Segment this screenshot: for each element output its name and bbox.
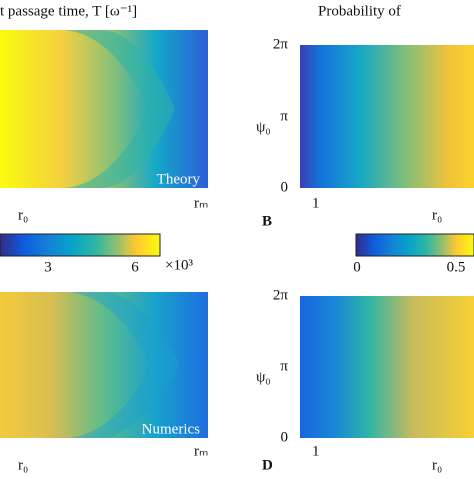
x-tick-label: rₘ [194, 195, 208, 211]
y-tick-label: π [280, 108, 288, 124]
heatmap [0, 292, 208, 438]
x-tick-label: rₘ [194, 443, 208, 459]
y-tick-label: π [280, 358, 288, 374]
heatmap [300, 45, 474, 188]
colorbar [355, 233, 474, 257]
y-tick-label: 2π [273, 287, 289, 303]
panel-label: Theory [157, 171, 201, 187]
colorbar-tick: 6 [131, 259, 139, 275]
x-label: r₀ [432, 457, 442, 473]
colorbar-tick: 0.5 [447, 259, 466, 275]
y-label: ψ₀ [256, 119, 271, 135]
panel-label: Numerics [142, 421, 200, 437]
heatmap-band [70, 292, 180, 438]
colorbar-tick: 3 [44, 259, 52, 275]
colorbar-multiplier: ×10³ [165, 257, 193, 273]
colorbar-tick: 0 [353, 259, 361, 275]
heatmap [300, 296, 474, 438]
heatmap [0, 30, 208, 188]
x-label: r₀ [18, 457, 28, 473]
x-label: r₀ [18, 207, 28, 223]
y-tick-label: 0 [281, 179, 289, 195]
y-tick-label: 0 [281, 429, 289, 445]
colorbar [0, 233, 161, 257]
y-tick-label: 2π [273, 36, 289, 52]
panel-letter: B [262, 213, 272, 229]
y-label: ψ₀ [256, 369, 271, 385]
x-tick-label: 1 [312, 443, 320, 459]
panel-title: t passage time, T [ω⁻¹] [0, 3, 137, 19]
heatmap-band [60, 30, 175, 188]
x-label: r₀ [432, 207, 442, 223]
panel-letter: D [262, 457, 273, 473]
panel-title: Probability of [318, 3, 401, 19]
x-tick-label: 1 [312, 195, 320, 211]
